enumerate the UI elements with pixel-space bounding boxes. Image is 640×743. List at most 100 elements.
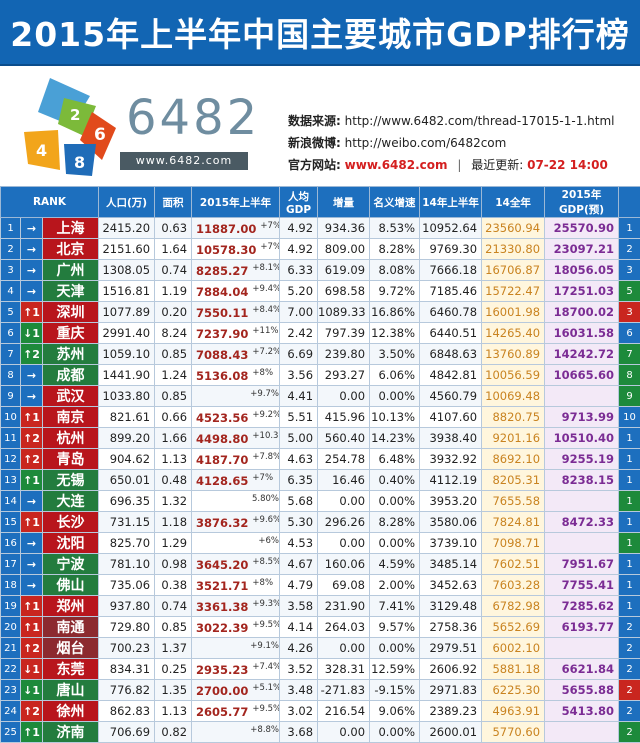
gdp-2015-h1: 7088.43 +7.2% [192,344,280,365]
gdp-2014-full: 7824.81 [482,512,545,533]
gdp-growth-rate: +9.2% [252,410,279,420]
gdp-table-wrap: RANK 人口(万) 面积 2015年上半年 人均GDP 增量 名义增速 14年… [0,186,640,743]
gdp-value: 3022.39 [196,620,248,634]
nominal-growth: -9.15% [370,680,420,701]
gdp-growth-rate: +7.2% [252,347,279,357]
rank-change: ↑2 [21,449,43,470]
gdp-growth-rate: 5.80% [252,494,279,504]
brand-url: www.6482.com [120,152,248,170]
gdp-increase: 1089.33 [318,302,370,323]
right-rank: 1 [619,533,640,554]
rank-change: ↑1 [21,470,43,491]
rank-number: 25 [1,722,21,743]
info-weibo-link[interactable]: http://weibo.com/6482com [345,136,507,150]
gdp-increase: 0.00 [318,386,370,407]
rank-number: 5 [1,302,21,323]
area: 1.37 [155,638,192,659]
gdp-2015-forecast: 5655.88 [545,680,619,701]
gdp-per-capita: 4.53 [280,533,318,554]
gdp-2014-h1: 10952.64 [420,218,482,239]
rank-change: → [21,491,43,512]
gdp-2015-h1: 3361.38 +9.3% [192,596,280,617]
nominal-growth: 10.13% [370,407,420,428]
gdp-2014-h1: 3129.48 [420,596,482,617]
gdp-value: 8285.27 [196,263,248,277]
rank-change: ↑1 [21,512,43,533]
info-weibo: 新浪微博: http://weibo.com/6482com [288,134,506,151]
nominal-growth: 9.06% [370,701,420,722]
gdp-2015-h1: 2605.77 +9.5% [192,701,280,722]
gdp-2014-h1: 3485.14 [420,554,482,575]
gdp-value: 2700.00 [196,683,248,697]
gdp-growth-rate: +9.5% [252,704,279,714]
gdp-2015-forecast: 25570.90 [545,218,619,239]
area: 0.74 [155,260,192,281]
gdp-2015-h1: +8.8% [192,722,280,743]
nominal-growth: 4.59% [370,554,420,575]
area: 0.63 [155,218,192,239]
population: 821.61 [99,407,155,428]
gdp-2015-h1: 7884.04 +9.4% [192,281,280,302]
nominal-growth: 6.06% [370,365,420,386]
population: 731.15 [99,512,155,533]
population: 1441.90 [99,365,155,386]
gdp-2015-forecast: 9713.99 [545,407,619,428]
area: 0.48 [155,470,192,491]
info-source-link[interactable]: http://www.6482.com/thread-17015-1-1.htm… [345,114,615,128]
gdp-growth-rate: +9.5% [252,620,279,630]
rank-number: 14 [1,491,21,512]
gdp-2014-full: 15722.47 [482,281,545,302]
gdp-per-capita: 5.51 [280,407,318,428]
city-name: 济南 [43,722,99,743]
gdp-2015-h1: 5.80% [192,491,280,512]
gdp-increase: 296.26 [318,512,370,533]
city-name: 天津 [43,281,99,302]
gdp-value: 10578.30 [196,242,256,256]
rank-number: 3 [1,260,21,281]
gdp-2014-full: 10069.48 [482,386,545,407]
gdp-growth-rate: +7% [260,221,279,231]
right-rank: 1 [619,596,640,617]
gdp-increase: 69.08 [318,575,370,596]
gdp-2014-full: 6782.98 [482,596,545,617]
city-name: 烟台 [43,638,99,659]
nominal-growth: 9.72% [370,281,420,302]
info-source: 数据来源: http://www.6482.com/thread-17015-1… [288,112,615,129]
logo-digit-8: 8 [74,153,85,172]
gdp-2014-full: 6225.30 [482,680,545,701]
area: 1.66 [155,428,192,449]
area: 0.66 [155,407,192,428]
gdp-2015-forecast: 5413.80 [545,701,619,722]
nominal-growth: 7.41% [370,596,420,617]
info-site-link[interactable]: www.6482.com [345,158,448,172]
right-rank: 2 [619,659,640,680]
right-rank: 9 [619,386,640,407]
city-name: 青岛 [43,449,99,470]
gdp-value: 7088.43 [196,347,248,361]
nominal-growth: 8.28% [370,512,420,533]
area: 0.82 [155,722,192,743]
gdp-2015-h1: 4498.80 +10.3% [192,428,280,449]
city-name: 沈阳 [43,533,99,554]
nominal-growth: 6.48% [370,449,420,470]
city-name: 上海 [43,218,99,239]
rank-change: ↑1 [21,617,43,638]
area: 0.85 [155,344,192,365]
gdp-2014-h1: 6440.51 [420,323,482,344]
gdp-increase: 293.27 [318,365,370,386]
gdp-per-capita: 7.00 [280,302,318,323]
col-rank: RANK [1,187,99,218]
rank-change: ↑1 [21,407,43,428]
rank-change: → [21,260,43,281]
logo-digit-4: 4 [36,141,47,160]
population: 937.80 [99,596,155,617]
gdp-2014-h1: 4112.19 [420,470,482,491]
right-rank: 2 [619,638,640,659]
